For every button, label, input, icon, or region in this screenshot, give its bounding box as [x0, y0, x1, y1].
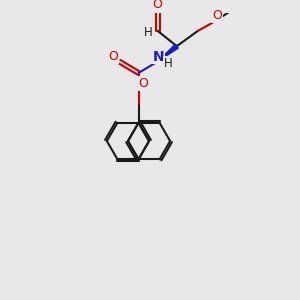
Text: N: N	[153, 50, 164, 64]
Text: H: H	[144, 26, 152, 39]
Text: O: O	[212, 9, 222, 22]
Polygon shape	[158, 44, 178, 62]
Text: O: O	[138, 77, 148, 90]
Text: O: O	[153, 0, 163, 11]
Text: O: O	[109, 50, 118, 63]
Text: H: H	[164, 57, 172, 70]
